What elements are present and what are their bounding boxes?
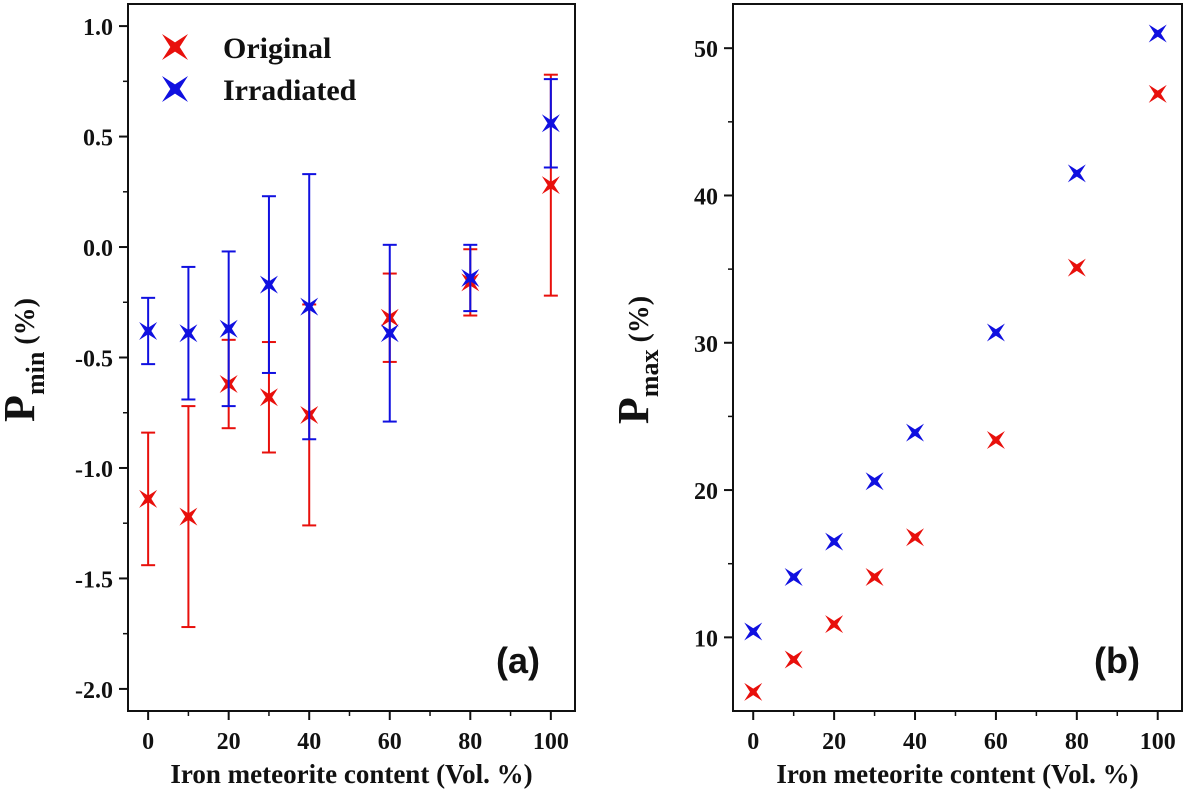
panel-label: (b) [1094, 640, 1140, 681]
data-point-irradiated [1067, 164, 1086, 183]
x-tick-label: 100 [1140, 729, 1176, 755]
data-point-irradiated [259, 275, 278, 294]
y-tick-label: 1.0 [83, 15, 113, 41]
y-axis-title-subscript: max [635, 350, 664, 398]
y-axis-title-subscript: min [21, 351, 50, 395]
data-point-irradiated [300, 297, 319, 316]
data-point-irradiated [139, 321, 158, 340]
data-point-irradiated [906, 423, 925, 442]
series-original [744, 84, 1167, 701]
y-tick-label: 0.5 [83, 126, 113, 152]
data-point-irradiated [865, 472, 884, 491]
data-point-irradiated [461, 268, 480, 287]
y-tick-label: 20 [694, 479, 718, 505]
legend-marker-irradiated [162, 76, 188, 102]
series-irradiated [744, 24, 1167, 641]
plot-frame [127, 3, 576, 712]
data-point-irradiated [744, 622, 763, 641]
legend-label-original: Original [223, 32, 331, 65]
x-tick-label: 100 [533, 729, 569, 755]
panel-label: (a) [496, 640, 540, 681]
data-point-irradiated [986, 323, 1005, 342]
data-point-original [139, 489, 158, 508]
data-point-original [784, 650, 803, 669]
x-tick-label: 80 [458, 729, 482, 755]
panel-a: 0 20 40 60 80 100 -2.0 -1.5 -1.0 -0.5 0.0 0.5 1.0 Iro… [0, 3, 576, 789]
data-point-original [1148, 84, 1167, 103]
y-axis-title: Pmax (%) [609, 296, 664, 424]
data-point-original [906, 528, 925, 547]
x-tick-label: 60 [984, 729, 1008, 755]
data-point-original [1067, 258, 1086, 277]
y-tick-label: -1.0 [75, 457, 113, 483]
x-tick-label: 40 [297, 729, 321, 755]
series-original [139, 73, 560, 629]
data-point-original [825, 615, 844, 634]
y-axis-title-unit: (%) [10, 298, 41, 352]
data-point-original [986, 430, 1005, 449]
y-tick-label: 0.0 [83, 236, 113, 262]
plot-frame [732, 3, 1183, 712]
y-tick-label: -0.5 [75, 347, 113, 373]
data-point-irradiated [1148, 24, 1167, 43]
data-point-irradiated [380, 324, 399, 343]
legend: Original Irradiated [162, 32, 357, 107]
y-axis-title: Pmin (%) [0, 298, 50, 422]
data-point-irradiated [179, 324, 198, 343]
y-axis-title-main: P [609, 397, 658, 424]
data-point-irradiated [219, 319, 238, 338]
x-tick-label: 20 [217, 729, 241, 755]
x-tick-label: 80 [1065, 729, 1089, 755]
data-point-original [179, 507, 198, 526]
x-tick-label: 60 [378, 729, 402, 755]
y-axis-title-main: P [0, 395, 44, 422]
y-tick-label: -1.5 [75, 567, 113, 593]
y-axis-title-unit: (%) [624, 296, 655, 350]
y-tick-label: 40 [694, 184, 718, 210]
y-tick-label: 10 [694, 626, 718, 652]
y-tick-label: -2.0 [75, 678, 113, 704]
legend-label-irradiated: Irradiated [223, 74, 357, 107]
x-tick-label: 40 [903, 729, 927, 755]
x-axis-title: Iron meteorite content (Vol. %) [170, 759, 532, 789]
legend-marker-original [162, 34, 188, 60]
x-tick-label: 0 [747, 729, 759, 755]
data-point-original [744, 682, 763, 701]
x-tick-label: 20 [822, 729, 846, 755]
x-axis-title: Iron meteorite content (Vol. %) [776, 759, 1138, 789]
series-irradiated [139, 78, 560, 441]
data-point-irradiated [541, 114, 560, 133]
x-tick-label: 0 [142, 729, 154, 755]
data-point-original [541, 176, 560, 195]
data-point-irradiated [825, 532, 844, 551]
data-point-irradiated [784, 567, 803, 586]
data-point-original [259, 388, 278, 407]
panel-b: 0 20 40 60 80 100 10 20 30 40 50 Iron meteorite con… [609, 3, 1183, 789]
y-tick-label: 50 [694, 37, 718, 63]
y-tick-label: 30 [694, 332, 718, 358]
data-point-original [865, 567, 884, 586]
